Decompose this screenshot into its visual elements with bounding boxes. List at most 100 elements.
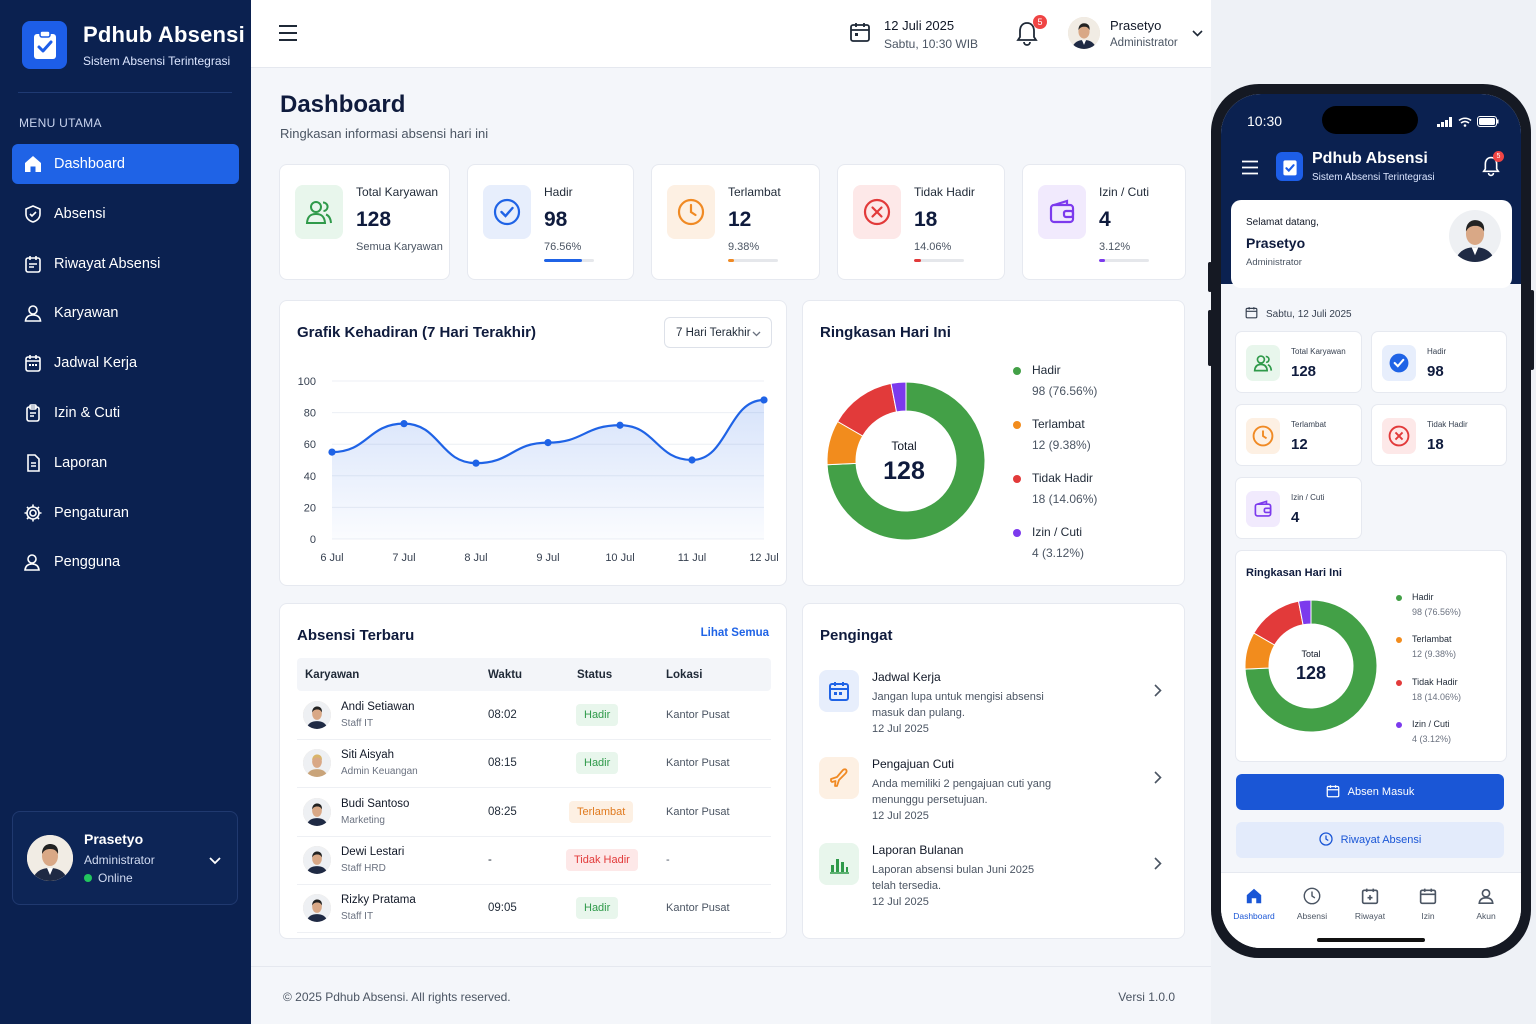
reminder-date: 12 Jul 2025: [872, 810, 929, 822]
sidebar-item-absensi[interactable]: Absensi: [12, 194, 239, 234]
nav-label: Akun: [1476, 911, 1496, 921]
reminder-item[interactable]: Jadwal Kerja Jangan lupa untuk mengisi a…: [819, 670, 1179, 740]
sidebar-item-riwayat-absensi[interactable]: Riwayat Absensi: [12, 244, 239, 284]
legend-value: 98 (76.56%): [1032, 384, 1098, 398]
topbar-user-menu[interactable]: Prasetyo Administrator: [1068, 17, 1203, 49]
status-badge: Tidak Hadir: [566, 848, 638, 871]
home-icon: [22, 153, 44, 175]
sidebar-item-izin-cuti[interactable]: Izin & Cuti: [12, 393, 239, 433]
user-status-text: Online: [98, 871, 133, 885]
signal-icon: [1437, 114, 1453, 132]
stat-card-terlambat: Terlambat 12 9.38%: [651, 164, 820, 280]
sidebar-item-pengaturan[interactable]: Pengaturan: [12, 493, 239, 533]
welcome-card: Selamat datang, Prasetyo Administrator: [1231, 200, 1512, 288]
riwayat-absensi-button[interactable]: Riwayat Absensi: [1236, 822, 1504, 858]
notification-button[interactable]: 5: [1016, 15, 1047, 52]
phone-summary-card: Ringkasan Hari Ini Total 128 Hadir 98 (76…: [1235, 550, 1507, 762]
y-tick-label: 60: [304, 439, 316, 451]
nav-tab-izin[interactable]: Izin: [1403, 885, 1453, 921]
gear-icon: [22, 502, 44, 524]
stat-value: 4: [1099, 208, 1111, 231]
legend-name: Izin / Cuti: [1412, 719, 1450, 729]
avatar: [303, 701, 331, 729]
reminder-date: 12 Jul 2025: [872, 723, 929, 735]
bar-chart-icon: [819, 843, 859, 885]
recent-title: Absensi Terbaru: [297, 627, 415, 644]
reminder-item[interactable]: Pengajuan Cuti Anda memiliki 2 pengajuan…: [819, 757, 1179, 827]
sidebar-item-label: Pengaturan: [54, 504, 129, 521]
phone-app-name: Pdhub Absensi: [1312, 150, 1428, 167]
menu-icon[interactable]: [278, 24, 298, 47]
area-fill: [332, 399, 764, 539]
avatar: [27, 835, 73, 881]
table-row[interactable]: Dewi Lestari Staff HRD - Tidak Hadir -: [297, 837, 771, 885]
legend-name: Hadir: [1412, 592, 1434, 602]
phone-side-button: [1530, 290, 1534, 370]
table-row[interactable]: Andi Setiawan Staff IT 08:02 Hadir Kantor Pu…: [297, 692, 771, 740]
chart-title: Grafik Kehadiran (7 Hari Terakhir): [297, 324, 536, 341]
sidebar-item-jadwal-kerja[interactable]: Jadwal Kerja: [12, 343, 239, 383]
brand: Pdhub Absensi Sistem Absensi Terintegras…: [22, 21, 245, 69]
employee-role: Marketing: [341, 814, 385, 826]
dynamic-island: [1322, 106, 1418, 134]
online-dot: [84, 874, 92, 882]
phone-side-button: [1208, 262, 1212, 292]
nav-tab-riwayat[interactable]: Riwayat: [1345, 885, 1395, 921]
nav-tab-dashboard[interactable]: Dashboard: [1229, 885, 1279, 921]
calendar-icon: [1245, 306, 1258, 322]
phone-frame: 10:30 Pdhub Absensi Sistem Absensi Terin…: [1211, 84, 1531, 958]
nav-tab-absensi[interactable]: Absensi: [1287, 885, 1337, 921]
phone-stat-total: Total Karyawan 128: [1235, 331, 1362, 393]
chevron-down-icon: [1192, 24, 1203, 42]
stat-progress-bar: [1099, 259, 1149, 262]
phone-notification-button[interactable]: 5: [1482, 151, 1504, 182]
attendance-time: -: [488, 853, 492, 866]
x-tick-label: 8 Jul: [464, 552, 487, 564]
legend-dot: [1396, 722, 1402, 728]
reminder-title: Laporan Bulanan: [872, 843, 964, 857]
view-all-link[interactable]: Lihat Semua: [700, 627, 769, 639]
reminder-item[interactable]: Laporan Bulanan Laporan absensi bulan Ju…: [819, 843, 1179, 913]
donut-slice: [1244, 599, 1378, 733]
stat-progress-fill: [728, 259, 734, 262]
data-point: [688, 456, 696, 464]
sidebar-item-laporan[interactable]: Laporan: [12, 443, 239, 483]
nav-tab-akun[interactable]: Akun: [1461, 885, 1511, 921]
reminder-desc: Jangan lupa untuk mengisi absensi masuk …: [872, 691, 1044, 719]
wallet-icon: [1038, 185, 1086, 239]
wallet-icon: [1246, 491, 1280, 527]
avatar: [303, 845, 331, 874]
table-row[interactable]: Rizky Pratama Staff IT 09:05 Hadir Kantor Pu…: [297, 885, 771, 934]
nav-label: Dashboard: [1233, 911, 1275, 921]
stat-label: Izin / Cuti: [1291, 493, 1325, 502]
sidebar-item-karyawan[interactable]: Karyawan: [12, 293, 239, 333]
column-header: Karyawan: [305, 669, 360, 681]
attendance-location: Kantor Pusat: [666, 902, 730, 915]
users-icon: [1246, 345, 1280, 381]
sidebar-item-pengguna[interactable]: Pengguna: [12, 542, 239, 582]
sidebar-user-card[interactable]: Prasetyo Administrator Online: [12, 811, 238, 905]
chevron-right-icon: [1154, 684, 1162, 702]
legend-dot: [1013, 529, 1021, 537]
table-row[interactable]: Budi Santoso Marketing 08:25 Terlambat Kanto…: [297, 789, 771, 837]
x-circle-icon: [1382, 418, 1416, 454]
table-row[interactable]: Siti Aisyah Admin Keuangan 08:15 Hadir Kanto…: [297, 740, 771, 789]
menu-icon[interactable]: [1241, 160, 1259, 180]
legend-dot: [1013, 367, 1021, 375]
page-title: Dashboard: [280, 91, 406, 118]
donut-chart: [826, 381, 986, 541]
stat-card-total-karyawan: Total Karyawan 128 Semua Karyawan: [279, 164, 450, 280]
absen-masuk-button[interactable]: Absen Masuk: [1236, 774, 1504, 810]
sidebar-menu: Dashboard Absensi Riwayat Absensi Karyaw…: [12, 144, 239, 592]
legend-name: Izin / Cuti: [1032, 525, 1083, 539]
phone-clock: 10:30: [1247, 113, 1283, 129]
stat-value: 128: [356, 208, 392, 231]
nav-label: Riwayat: [1354, 911, 1386, 921]
sidebar-item-label: Jadwal Kerja: [54, 355, 138, 372]
chevron-down-icon[interactable]: [209, 852, 221, 870]
range-select[interactable]: 7 Hari Terakhir: [664, 317, 772, 348]
phone-donut-center-label: Total: [1301, 649, 1321, 659]
legend-name: Terlambat: [1412, 634, 1452, 644]
legend-dot: [1396, 595, 1402, 601]
sidebar-item-dashboard[interactable]: Dashboard: [12, 144, 239, 184]
